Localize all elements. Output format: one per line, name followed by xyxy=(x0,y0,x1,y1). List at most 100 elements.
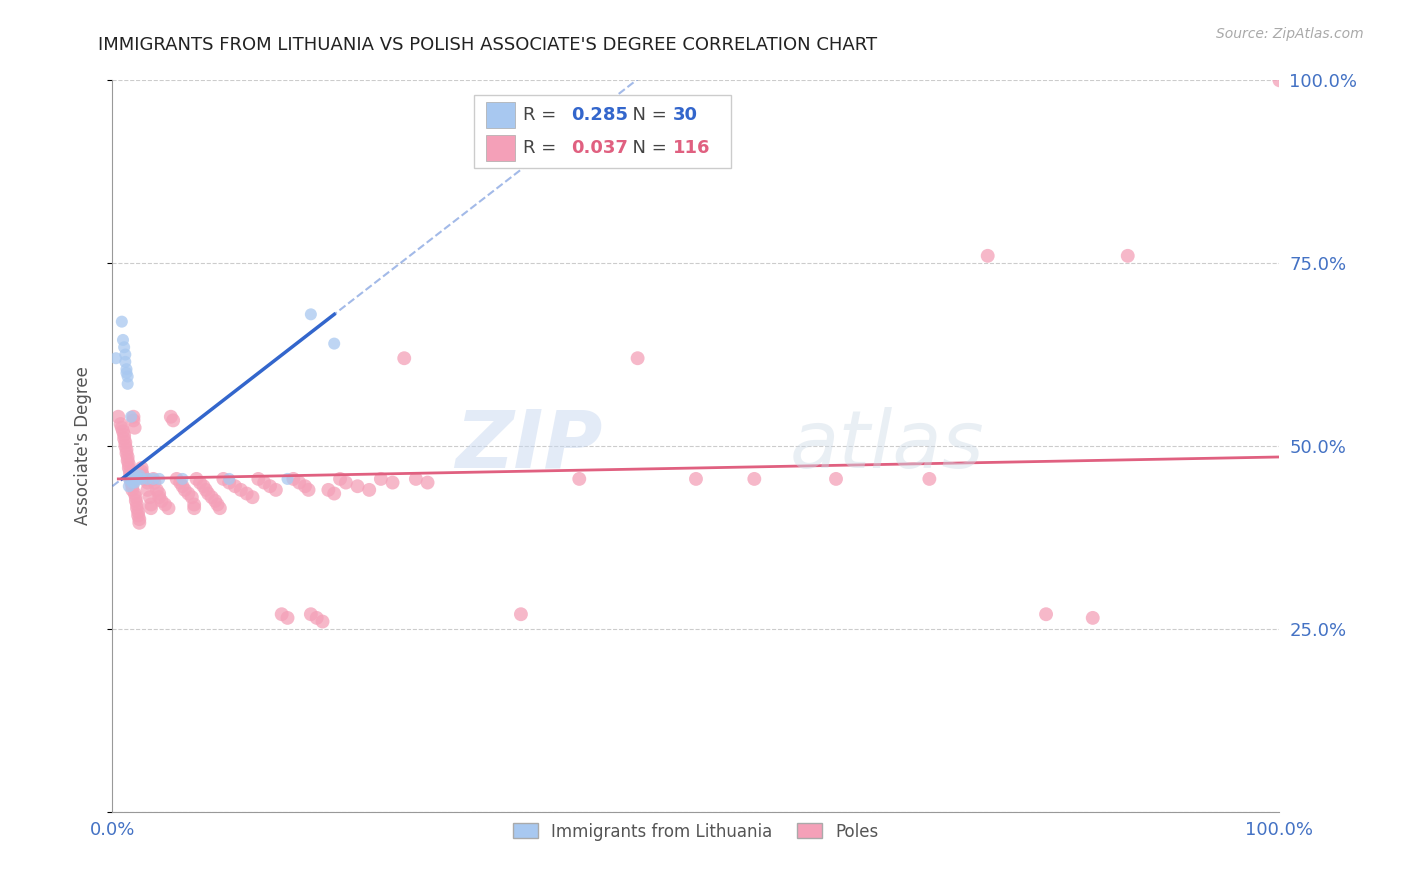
Point xyxy=(111,425,134,439)
Point xyxy=(114,355,136,369)
Point xyxy=(416,475,439,490)
Point xyxy=(346,479,368,493)
Point xyxy=(160,409,183,424)
Point xyxy=(118,461,141,475)
Point xyxy=(323,486,346,500)
Point xyxy=(183,501,205,516)
Point xyxy=(143,475,166,490)
Point xyxy=(112,428,135,442)
Text: R =: R = xyxy=(523,138,562,157)
Point xyxy=(359,483,381,497)
Text: 0.285: 0.285 xyxy=(571,105,628,124)
Point xyxy=(627,351,650,366)
Point xyxy=(112,340,135,354)
Point xyxy=(197,486,219,500)
Y-axis label: Associate's Degree: Associate's Degree xyxy=(73,367,91,525)
Point xyxy=(124,486,146,500)
Point xyxy=(173,483,195,497)
Point xyxy=(122,472,145,486)
Point xyxy=(405,472,427,486)
Text: N =: N = xyxy=(621,105,673,124)
Point xyxy=(186,472,208,486)
Text: 116: 116 xyxy=(672,138,710,157)
Point xyxy=(127,505,149,519)
Point xyxy=(976,249,998,263)
Point xyxy=(125,468,148,483)
Point xyxy=(218,472,240,486)
Point xyxy=(744,472,766,486)
Point xyxy=(110,417,132,431)
Point xyxy=(111,333,134,347)
Point xyxy=(297,483,319,497)
Point xyxy=(204,494,226,508)
Point xyxy=(131,465,153,479)
Text: R =: R = xyxy=(523,105,562,124)
Point xyxy=(150,494,173,508)
Point xyxy=(128,516,150,530)
Point xyxy=(121,479,143,493)
Bar xyxy=(486,135,515,161)
Point xyxy=(118,465,141,479)
Text: 30: 30 xyxy=(672,105,697,124)
Point xyxy=(153,498,176,512)
Point xyxy=(1035,607,1057,622)
Bar xyxy=(474,95,731,168)
Point xyxy=(134,472,156,486)
Point xyxy=(276,611,298,625)
Point xyxy=(120,409,142,424)
Point xyxy=(128,512,150,526)
Point xyxy=(114,439,136,453)
Point xyxy=(247,472,270,486)
Text: Source: ZipAtlas.com: Source: ZipAtlas.com xyxy=(1216,27,1364,41)
Point xyxy=(270,607,292,622)
Point xyxy=(394,351,416,366)
Point xyxy=(180,490,202,504)
Point xyxy=(136,475,159,490)
Point xyxy=(111,421,134,435)
Point xyxy=(139,490,162,504)
Point xyxy=(117,450,139,464)
Point xyxy=(177,486,200,500)
Point xyxy=(169,475,191,490)
Point xyxy=(117,376,139,391)
Point xyxy=(122,409,145,424)
Point xyxy=(148,490,170,504)
Point xyxy=(146,483,169,497)
Point xyxy=(329,472,352,486)
Text: ZIP: ZIP xyxy=(456,407,603,485)
Point xyxy=(311,615,333,629)
Point xyxy=(172,472,194,486)
Point xyxy=(127,472,149,486)
Point xyxy=(299,307,322,321)
Point xyxy=(918,472,941,486)
Text: N =: N = xyxy=(621,138,673,157)
Point xyxy=(142,472,165,486)
Point xyxy=(107,409,129,424)
Point xyxy=(125,472,148,486)
Point xyxy=(685,472,707,486)
Point xyxy=(127,508,149,523)
Point xyxy=(201,490,224,504)
Point xyxy=(104,351,127,366)
Point xyxy=(207,498,229,512)
Point xyxy=(172,479,194,493)
Point xyxy=(381,475,404,490)
Point xyxy=(115,442,138,457)
Point xyxy=(242,490,264,504)
Text: atlas: atlas xyxy=(789,407,984,485)
Point xyxy=(114,435,136,450)
Point xyxy=(121,475,143,490)
Bar xyxy=(486,103,515,128)
Point xyxy=(131,461,153,475)
Point xyxy=(157,501,180,516)
Point xyxy=(136,483,159,497)
Legend: Immigrants from Lithuania, Poles: Immigrants from Lithuania, Poles xyxy=(506,816,886,847)
Point xyxy=(188,475,211,490)
Point xyxy=(264,483,287,497)
Point xyxy=(118,457,141,471)
Point xyxy=(142,472,165,486)
Point xyxy=(323,336,346,351)
Point xyxy=(224,479,246,493)
Point xyxy=(194,483,217,497)
Point xyxy=(318,483,340,497)
